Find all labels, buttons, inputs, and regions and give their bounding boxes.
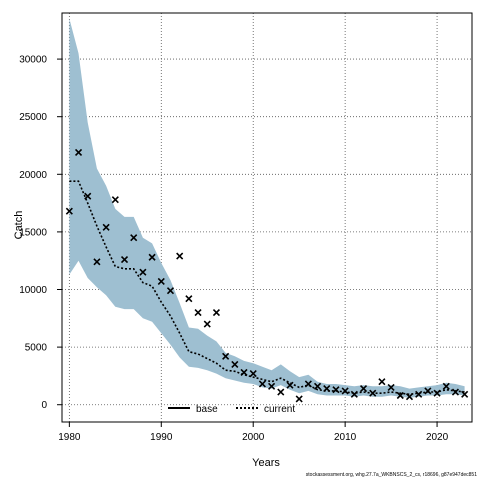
observed-point bbox=[461, 390, 469, 398]
observed-point bbox=[451, 388, 460, 396]
observed-point bbox=[185, 295, 193, 303]
observed-points bbox=[65, 148, 469, 403]
observed-point bbox=[249, 370, 257, 378]
observed-point bbox=[350, 390, 358, 398]
plot-frame bbox=[61, 12, 473, 423]
observed-point bbox=[130, 234, 138, 242]
observed-point bbox=[148, 253, 156, 261]
y-axis-title: Catch bbox=[13, 211, 25, 240]
observed-point bbox=[231, 360, 239, 368]
observed-point bbox=[240, 368, 248, 377]
observed-point bbox=[212, 308, 221, 317]
observed-point bbox=[378, 378, 386, 386]
observed-point bbox=[332, 386, 340, 394]
y-axis-ticks: 0 5000 10000 15000 20000 25000 30000 bbox=[19, 55, 62, 411]
observed-point bbox=[74, 148, 83, 156]
observed-point bbox=[166, 287, 175, 295]
y-tick-label: 5000 bbox=[25, 343, 48, 354]
footer-source-text: stockassessment.org, whg.27.7a_WKBNSCS_2… bbox=[305, 472, 477, 478]
observed-point bbox=[323, 385, 331, 393]
y-tick-label: 25000 bbox=[19, 112, 47, 123]
observed-point bbox=[359, 385, 368, 393]
x-axis-ticks: 1980 1990 2000 2010 2020 bbox=[58, 422, 449, 443]
observed-point bbox=[286, 381, 294, 389]
observed-point bbox=[258, 380, 266, 388]
observed-point bbox=[157, 277, 165, 286]
observed-point bbox=[222, 352, 230, 360]
legend-current-label: current bbox=[264, 404, 295, 415]
observed-point bbox=[176, 252, 184, 260]
x-tick-label: 2000 bbox=[242, 432, 265, 443]
observed-point bbox=[194, 308, 202, 317]
observed-point bbox=[139, 268, 147, 276]
observed-point bbox=[387, 383, 395, 392]
observed-point bbox=[65, 207, 73, 215]
observed-point bbox=[111, 196, 119, 204]
y-tick-label: 15000 bbox=[19, 227, 47, 238]
observed-point bbox=[424, 387, 432, 395]
observed-point bbox=[313, 382, 322, 390]
grid-lines bbox=[62, 13, 472, 422]
observed-point bbox=[304, 380, 312, 388]
x-tick-label: 1980 bbox=[58, 432, 81, 443]
observed-point bbox=[102, 223, 110, 231]
observed-point bbox=[203, 320, 211, 328]
observed-point bbox=[277, 388, 285, 396]
x-tick-label: 2010 bbox=[334, 432, 357, 443]
observed-point bbox=[433, 389, 441, 397]
observed-point bbox=[120, 255, 129, 264]
observed-point bbox=[415, 390, 423, 398]
x-axis-title: Years bbox=[252, 457, 280, 469]
observed-point bbox=[93, 258, 101, 266]
x-tick-label: 1990 bbox=[150, 432, 173, 443]
observed-point bbox=[369, 389, 377, 397]
legend: base current bbox=[168, 404, 295, 415]
observed-point bbox=[268, 382, 276, 390]
y-tick-label: 0 bbox=[41, 400, 47, 411]
observed-point bbox=[341, 387, 349, 395]
observed-point bbox=[295, 395, 303, 403]
y-tick-label: 30000 bbox=[19, 55, 47, 66]
legend-base-label: base bbox=[196, 404, 218, 415]
confidence-band bbox=[69, 18, 465, 398]
observed-point bbox=[442, 382, 450, 390]
x-tick-label: 2020 bbox=[426, 432, 449, 443]
observed-point bbox=[84, 192, 92, 200]
y-tick-label: 20000 bbox=[19, 170, 47, 181]
observed-point bbox=[396, 391, 404, 400]
observed-point bbox=[405, 393, 414, 401]
y-tick-label: 10000 bbox=[19, 285, 47, 296]
